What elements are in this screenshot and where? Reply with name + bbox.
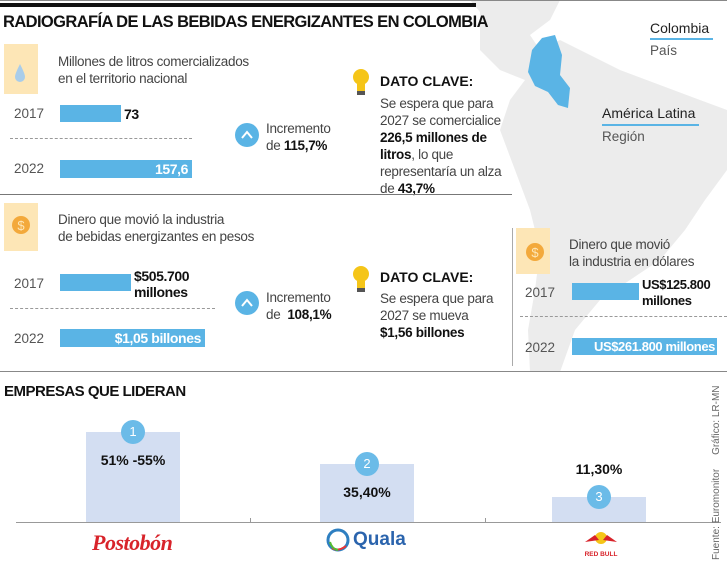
key-fact-text: Se espera que para xyxy=(380,96,494,111)
pesos-bar-2022: $1,05 billones xyxy=(60,329,205,347)
coin-dollar-icon: $ xyxy=(516,228,550,274)
water-drop-icon xyxy=(4,44,38,94)
source-credit: Fuente: Euromonitor Gráfico: LR-MN xyxy=(711,360,722,560)
year-label: 2017 xyxy=(14,106,45,121)
pesos-desc: de bebidas energizantes en pesos xyxy=(58,229,255,244)
postobon-logo: Postobón xyxy=(92,530,173,555)
svg-text:$: $ xyxy=(17,218,25,233)
map-country-label: Colombia xyxy=(650,20,710,36)
increase-prefix: de xyxy=(266,307,281,322)
key-fact-bold: $1,56 billones xyxy=(380,325,465,340)
key-fact-title: DATO CLAVE: xyxy=(380,269,474,285)
bar-value: millones xyxy=(642,293,692,308)
year-label: 2022 xyxy=(14,161,45,176)
dollars-bar-2022: US$261.800 millones xyxy=(572,338,717,355)
colombia-highlight xyxy=(528,35,570,108)
lightbulb-icon xyxy=(353,69,369,95)
pesos-desc: Dinero que movió la industria xyxy=(58,212,225,227)
increase-value: 108,1% xyxy=(287,307,332,322)
dollars-desc: Dinero que movió xyxy=(569,237,671,252)
lightbulb-icon xyxy=(353,266,369,292)
bar-value: US$261.800 millones xyxy=(593,339,715,354)
liters-bar-2022: 157,6 xyxy=(60,160,192,178)
rank-badge: 2 xyxy=(355,452,379,477)
increase-label: Incremento xyxy=(266,121,331,136)
key-fact-bold: 226,5 millones de xyxy=(380,130,487,145)
quala-wordmark: Quala xyxy=(353,529,406,550)
arrow-up-icon xyxy=(235,291,259,315)
increase-label: Incremento xyxy=(266,290,331,305)
quala-logo: Quala xyxy=(326,528,406,552)
data-label: 11,30% xyxy=(575,461,623,477)
south-america-map xyxy=(470,0,727,372)
redbull-wordmark: RED BULL xyxy=(584,551,618,558)
key-fact-text: de xyxy=(380,181,398,196)
year-label: 2017 xyxy=(525,285,556,300)
bar-value: $1,05 billones xyxy=(114,330,202,346)
quala-emblem-icon xyxy=(326,528,350,552)
map-region-label: América Latina xyxy=(602,105,696,121)
data-label: 35,40% xyxy=(343,484,391,501)
pesos-bar-2017 xyxy=(60,274,131,291)
year-label: 2022 xyxy=(525,340,556,355)
year-label: 2017 xyxy=(14,276,45,291)
dollars-desc: la industria en dólares xyxy=(569,254,695,269)
redbull-logo: RED BULL xyxy=(583,530,619,558)
key-fact-text: representaría un alza xyxy=(380,164,502,179)
map-region-sub: Región xyxy=(602,129,645,144)
data-label: 51% -55% xyxy=(100,452,166,468)
key-fact-title: DATO CLAVE: xyxy=(380,73,474,89)
bar-value: 73 xyxy=(124,106,139,122)
bar-value: 157,6 xyxy=(154,161,188,177)
key-fact-text: Se espera que para xyxy=(380,291,494,306)
increase-value: 115,7% xyxy=(283,138,328,153)
chart-title: EMPRESAS QUE LIDERAN xyxy=(4,383,186,400)
page-title: RADIOGRAFÍA DE LAS BEBIDAS ENERGIZANTES … xyxy=(3,13,488,31)
redbull-bulls-icon xyxy=(585,532,617,544)
coin-dollar-icon: $ xyxy=(4,203,38,251)
bar-value: $505.700 xyxy=(134,268,190,284)
dollars-bar-2017 xyxy=(572,283,639,300)
source-text: Fuente: Euromonitor xyxy=(711,468,722,560)
liters-bar-2017 xyxy=(60,105,121,122)
liters-desc: en el territorio nacional xyxy=(58,71,188,86)
bar-value: US$125.800 xyxy=(642,277,711,292)
key-fact-bold: litros xyxy=(380,147,412,162)
rank-badge: 1 xyxy=(121,420,145,444)
arrow-up-icon xyxy=(235,123,259,147)
svg-text:$: $ xyxy=(531,245,539,260)
credit-text: Gráfico: LR-MN xyxy=(711,385,722,455)
year-label: 2022 xyxy=(14,331,45,346)
key-fact-bold: 43,7% xyxy=(397,181,435,196)
liters-desc: Millones de litros comercializados xyxy=(58,54,249,69)
key-fact-text: , lo que xyxy=(411,147,454,162)
map-country-sub: País xyxy=(650,43,678,58)
key-fact-text: 2027 se comercialice xyxy=(380,113,501,128)
bar-value: millones xyxy=(134,284,188,300)
bar-postobón xyxy=(86,432,180,522)
increase-prefix: de xyxy=(266,138,281,153)
key-fact-text: 2027 se mueva xyxy=(380,308,469,323)
rank-badge: 3 xyxy=(587,485,611,509)
